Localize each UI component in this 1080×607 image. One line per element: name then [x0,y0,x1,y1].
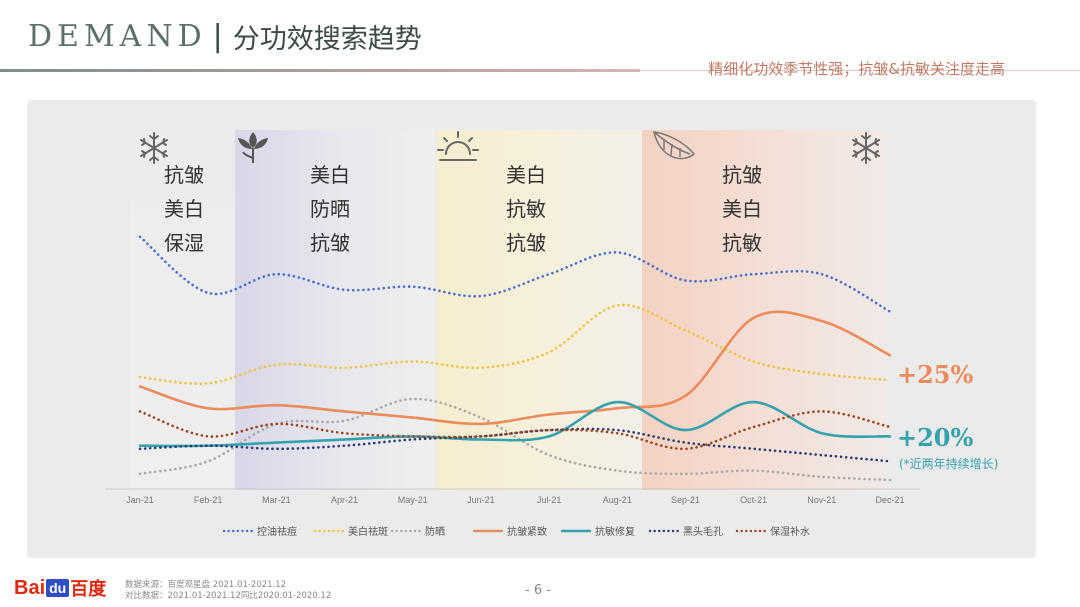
season-keyword: 抗敏 [722,231,762,255]
season-keywords-autumn: 抗皱 美白 抗敏 [718,158,766,260]
x-tick-label: May-21 [398,495,428,505]
series-layer [138,235,892,482]
source-line: 对比数据：2021.01-2021.12同比2020.01-2020.12 [125,591,332,601]
page-number: - 6 - [525,583,551,598]
season-keyword: 抗敏 [506,197,546,221]
legend-label: 保湿补水 [770,525,810,538]
legend-item: 保湿补水 [735,525,810,538]
x-tick-label: Mar-21 [262,495,291,505]
legend-item: 黑头毛孔 [648,526,723,538]
legend-label: 美白祛斑 [348,525,388,538]
x-tick-label: Jun-21 [467,495,495,505]
series-line-1 [138,303,892,386]
legend-label: 防晒 [425,525,445,538]
legend-item: 美白祛斑 [313,525,388,538]
series-line-5 [138,427,892,463]
x-tick-label: Jan-21 [126,495,154,505]
growth-note: (*近两年持续增长) [899,456,998,471]
season-keyword: 防晒 [310,197,350,221]
legend-label: 抗皱紧致 [507,525,547,538]
leaf-icon [653,131,696,160]
growth-label-anti-sensitive: +20% [897,423,974,452]
growth-label-anti-wrinkle: +25% [897,360,974,389]
season-keyword: 美白 [164,197,204,221]
season-keyword: 抗皱 [310,231,350,255]
season-keyword: 美白 [310,163,350,187]
legend-item: 防晒 [390,525,445,538]
season-keyword: 抗皱 [722,163,762,187]
series-line-0 [138,235,892,313]
season-keyword: 美白 [506,163,546,187]
title-bar: DEMAND | 分功效搜索趋势 [28,14,422,58]
flower-icon [238,132,268,163]
season-keyword: 抗皱 [164,163,204,187]
logo-text-bai: Bai [14,576,46,599]
title-underline [0,69,640,72]
series-line-4 [138,400,892,448]
season-band-spring [235,130,435,490]
series-line-2 [138,397,892,482]
season-keyword: 美白 [722,197,762,221]
title-english: DEMAND [28,18,207,54]
baidu-logo: Bai du 百度 [14,575,106,601]
x-tick-label: Aug-21 [603,495,632,505]
season-keywords-winter: 抗皱 美白 保湿 [160,158,208,260]
x-tick-label: Dec-21 [875,495,904,505]
season-keywords-spring: 美白 防晒 抗皱 [306,158,354,260]
title-separator: | [212,18,223,54]
x-tick-label: Feb-21 [194,495,223,505]
x-tick-label: Oct-21 [740,495,767,505]
page-subtitle: 精细化功效季节性强；抗皱&抗敏关注度走高 [708,60,1005,78]
season-keywords-summer: 美白 抗敏 抗皱 [502,158,550,260]
legend-label: 控油祛痘 [257,525,297,538]
legend: 控油祛痘 美白祛斑 防晒 抗皱紧致 抗敏修复 黑头毛孔 保湿补水 [222,525,810,538]
sun-icon [437,131,479,161]
x-tick-labels: Jan-21 Feb-21 Mar-21 Apr-21 May-21 Jun-21 Jul-… [126,495,904,505]
source-line: 数据来源：百度观星盘 2021.01-2021.12 [125,580,287,590]
logo-text-cn: 百度 [70,579,107,600]
page-title: 分功效搜索趋势 [232,23,422,55]
snowflake-icon [852,132,880,164]
snowflake-icon [140,132,168,164]
x-tick-label: Apr-21 [331,495,358,505]
legend-item: 控油祛痘 [222,525,297,538]
x-tick-label: Nov-21 [807,495,836,505]
season-keyword: 保湿 [164,231,204,255]
legend-label: 抗敏修复 [595,525,635,538]
season-keyword: 抗皱 [506,231,546,255]
x-tick-label: Sep-21 [671,495,700,505]
legend-item: 抗皱紧致 [472,525,547,538]
series-line-6 [138,410,892,451]
x-tick-label: Jul-21 [537,495,562,505]
data-source-note: 数据来源：百度观星盘 2021.01-2021.12 对比数据：2021.01-… [125,580,331,602]
series-line-3 [138,310,892,426]
legend-label: 黑头毛孔 [683,526,723,538]
title-underline-thin [640,70,1080,71]
legend-item: 抗敏修复 [560,525,635,538]
logo-text-du: du [46,579,70,597]
